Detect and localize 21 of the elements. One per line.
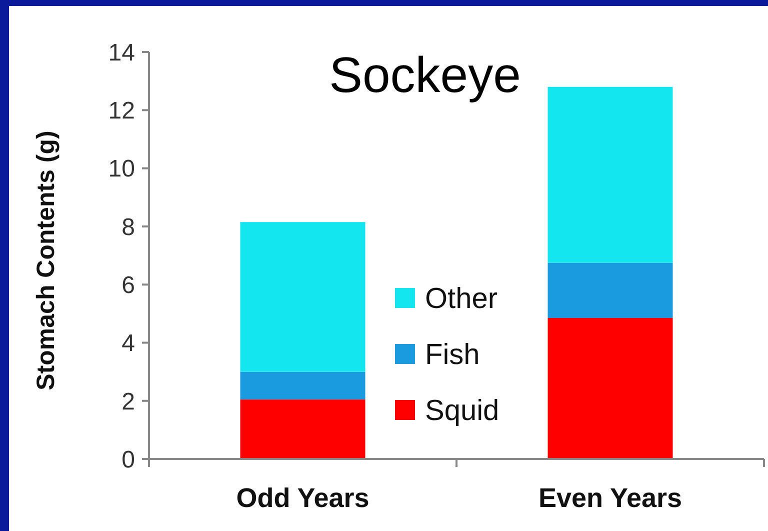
y-axis-title: Stomach Contents (g) <box>32 130 60 390</box>
y-tick-label: 4 <box>122 330 135 358</box>
y-tick-label: 10 <box>108 156 135 183</box>
bar <box>548 262 673 318</box>
legend-label: Squid <box>425 395 500 428</box>
chart-title: Sockeye <box>329 47 521 103</box>
legend-label: Other <box>425 283 498 316</box>
bar <box>240 399 366 459</box>
bar <box>548 318 673 459</box>
y-tick-label: 14 <box>108 39 135 66</box>
x-tick-label: Even Years <box>538 483 682 513</box>
x-tick-label: Odd Years <box>236 483 370 513</box>
bar <box>240 222 366 372</box>
y-tick-label: 12 <box>108 98 135 125</box>
y-tick-label: 2 <box>122 388 135 416</box>
y-tick-label: 8 <box>122 214 135 241</box>
bar <box>548 86 673 263</box>
legend-label: Fish <box>425 339 480 372</box>
bar <box>240 372 366 400</box>
y-tick-label: 0 <box>122 446 135 474</box>
y-tick-label: 6 <box>122 272 135 299</box>
